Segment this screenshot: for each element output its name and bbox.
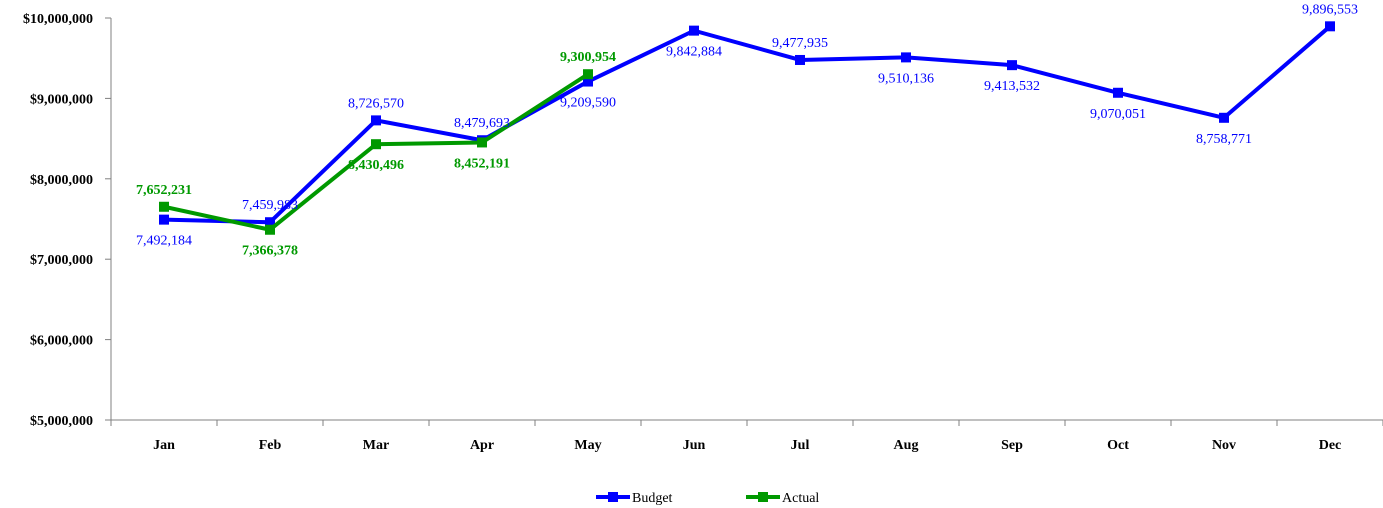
budget-data-label: 7,492,184 xyxy=(136,234,192,249)
actual-data-label: 8,430,496 xyxy=(348,158,404,173)
legend-marker xyxy=(608,492,618,502)
budget-data-label: 8,726,570 xyxy=(348,96,404,111)
x-tick-label: Apr xyxy=(470,438,494,453)
data-point xyxy=(265,224,275,235)
x-tick-label: Aug xyxy=(894,438,919,453)
series-actual xyxy=(159,69,593,235)
axes xyxy=(110,18,1383,421)
data-point xyxy=(159,201,169,212)
budget-data-label: 9,896,553 xyxy=(1302,2,1358,17)
budget-data-label: 9,842,884 xyxy=(666,45,722,60)
data-point xyxy=(1219,112,1229,123)
legend-label: Actual xyxy=(782,491,819,506)
budget-data-label: 9,477,935 xyxy=(772,36,828,51)
x-tick-label: Oct xyxy=(1107,438,1129,453)
data-point xyxy=(265,217,275,228)
x-tick-label: May xyxy=(574,438,601,453)
data-point xyxy=(901,52,911,63)
legend: Budget Actual xyxy=(596,491,819,506)
x-tick-label: Jan xyxy=(153,438,175,453)
y-tick-label: $5,000,000 xyxy=(30,414,93,429)
data-point xyxy=(371,139,381,150)
y-tick-label: $7,000,000 xyxy=(30,253,93,268)
x-tick-label: Jul xyxy=(791,438,810,453)
budget-data-label: 7,459,983 xyxy=(242,198,298,213)
budget-data-label: 8,479,693 xyxy=(454,116,510,131)
data-point xyxy=(477,137,487,148)
x-tick-label: Sep xyxy=(1001,438,1023,453)
data-point xyxy=(1113,87,1123,98)
data-point xyxy=(371,115,381,126)
legend-label: Budget xyxy=(632,491,673,506)
data-point xyxy=(1007,60,1017,71)
y-tick-label: $8,000,000 xyxy=(30,173,93,188)
y-tick-label: $10,000,000 xyxy=(23,12,93,27)
budget-data-label: 8,758,771 xyxy=(1196,132,1252,147)
actual-data-label: 8,452,191 xyxy=(454,156,510,171)
actual-data-label: 7,652,231 xyxy=(136,183,192,198)
y-tick-label: $6,000,000 xyxy=(30,334,93,349)
budget-data-labels: 7,492,184 7,459,983 8,726,570 8,479,693 9,20… xyxy=(136,2,1358,248)
budget-data-label: 9,209,590 xyxy=(560,96,616,111)
x-tick-label: Dec xyxy=(1319,438,1342,453)
data-point xyxy=(689,25,699,36)
y-axis-ticks: $5,000,000 $6,000,000 $7,000,000 $8,000,000… xyxy=(23,12,111,429)
actual-data-label: 7,366,378 xyxy=(242,244,298,259)
budget-data-label: 9,070,051 xyxy=(1090,107,1146,122)
x-tick-label: Jun xyxy=(683,438,706,453)
x-tick-label: Mar xyxy=(363,438,389,453)
x-tick-label: Nov xyxy=(1212,438,1236,453)
budget-data-label: 9,510,136 xyxy=(878,71,934,86)
data-point xyxy=(583,76,593,87)
budget-data-label: 9,413,532 xyxy=(984,79,1040,94)
data-point xyxy=(1325,21,1335,32)
data-point xyxy=(583,69,593,80)
legend-marker xyxy=(758,492,768,502)
actual-data-label: 9,300,954 xyxy=(560,50,616,65)
actual-data-labels: 7,652,231 7,366,378 8,430,496 8,452,191 9,30… xyxy=(136,50,616,259)
data-point xyxy=(795,54,805,65)
series-budget xyxy=(159,21,1335,228)
series-line xyxy=(163,24,1332,225)
y-tick-label: $9,000,000 xyxy=(30,92,93,107)
x-tick-label: Feb xyxy=(259,438,282,453)
data-point xyxy=(159,214,169,225)
x-axis-categories: Jan Feb Mar Apr May Jun Jul Aug Sep Oct Nov Dec xyxy=(110,420,1383,453)
